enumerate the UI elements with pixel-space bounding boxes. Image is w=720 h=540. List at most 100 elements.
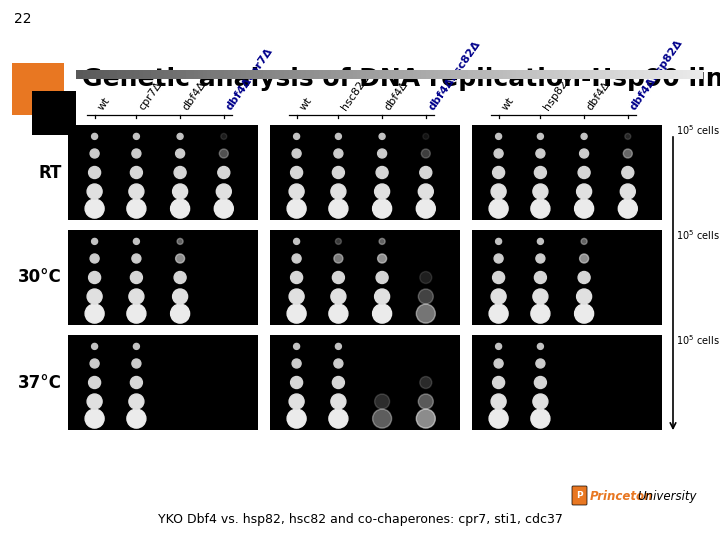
Circle shape bbox=[89, 376, 101, 388]
Circle shape bbox=[333, 376, 344, 388]
Circle shape bbox=[334, 359, 343, 368]
Circle shape bbox=[331, 394, 346, 409]
Circle shape bbox=[87, 289, 102, 304]
Circle shape bbox=[289, 184, 304, 199]
Circle shape bbox=[90, 149, 99, 158]
Text: wt: wt bbox=[297, 95, 313, 112]
Circle shape bbox=[85, 409, 104, 428]
Bar bbox=[270, 230, 460, 325]
Circle shape bbox=[491, 394, 506, 409]
Circle shape bbox=[171, 304, 189, 323]
Circle shape bbox=[176, 149, 184, 158]
Bar bbox=[68, 230, 258, 325]
Circle shape bbox=[287, 304, 306, 323]
Circle shape bbox=[133, 238, 140, 245]
Circle shape bbox=[334, 149, 343, 158]
Circle shape bbox=[133, 343, 140, 349]
Text: dbf4Δhsc82Δ: dbf4Δhsc82Δ bbox=[427, 39, 482, 112]
Circle shape bbox=[577, 184, 592, 199]
Text: 10$^5$ cells: 10$^5$ cells bbox=[676, 228, 720, 242]
Circle shape bbox=[374, 289, 390, 304]
Text: dbf4Δhsp82Δ: dbf4Δhsp82Δ bbox=[629, 38, 685, 112]
Circle shape bbox=[287, 409, 306, 428]
Circle shape bbox=[329, 304, 348, 323]
Circle shape bbox=[89, 272, 101, 284]
Circle shape bbox=[418, 184, 433, 199]
Circle shape bbox=[575, 304, 593, 323]
Text: P: P bbox=[576, 490, 582, 500]
Circle shape bbox=[177, 238, 183, 245]
Circle shape bbox=[129, 394, 144, 409]
Circle shape bbox=[495, 343, 502, 349]
Circle shape bbox=[221, 133, 227, 139]
Circle shape bbox=[289, 289, 304, 304]
Circle shape bbox=[177, 133, 183, 139]
Text: 37°C: 37°C bbox=[18, 374, 62, 391]
Bar bbox=[68, 335, 258, 430]
Circle shape bbox=[91, 238, 98, 245]
Circle shape bbox=[492, 272, 505, 284]
Circle shape bbox=[130, 272, 143, 284]
Circle shape bbox=[379, 133, 385, 139]
Text: cpr7Δ: cpr7Δ bbox=[138, 79, 164, 112]
Circle shape bbox=[171, 199, 189, 218]
Circle shape bbox=[91, 343, 98, 349]
Text: hsc82Δ: hsc82Δ bbox=[339, 73, 371, 112]
Bar bbox=[68, 125, 258, 220]
Circle shape bbox=[578, 272, 590, 284]
Circle shape bbox=[173, 289, 188, 304]
Circle shape bbox=[494, 254, 503, 263]
Circle shape bbox=[89, 166, 101, 179]
Circle shape bbox=[374, 184, 390, 199]
Circle shape bbox=[531, 304, 550, 323]
Circle shape bbox=[294, 238, 300, 245]
Circle shape bbox=[418, 394, 433, 409]
Circle shape bbox=[492, 166, 505, 179]
Circle shape bbox=[215, 199, 233, 218]
Circle shape bbox=[90, 359, 99, 368]
Circle shape bbox=[491, 184, 506, 199]
Circle shape bbox=[87, 184, 102, 199]
Bar bbox=[32, 91, 76, 135]
Circle shape bbox=[492, 376, 505, 388]
Circle shape bbox=[416, 304, 436, 323]
Circle shape bbox=[85, 199, 104, 218]
Circle shape bbox=[420, 272, 432, 284]
Circle shape bbox=[130, 166, 143, 179]
Text: wt: wt bbox=[96, 95, 112, 112]
Circle shape bbox=[577, 289, 592, 304]
Circle shape bbox=[533, 184, 548, 199]
Circle shape bbox=[489, 199, 508, 218]
Circle shape bbox=[373, 409, 392, 428]
Circle shape bbox=[132, 149, 141, 158]
Circle shape bbox=[537, 133, 544, 139]
Text: University: University bbox=[637, 490, 696, 503]
Circle shape bbox=[329, 409, 348, 428]
Circle shape bbox=[173, 184, 188, 199]
Circle shape bbox=[287, 199, 306, 218]
Circle shape bbox=[418, 289, 433, 304]
Circle shape bbox=[292, 359, 301, 368]
Circle shape bbox=[494, 359, 503, 368]
Circle shape bbox=[174, 272, 186, 284]
Circle shape bbox=[625, 133, 631, 139]
Circle shape bbox=[581, 133, 587, 139]
Circle shape bbox=[336, 238, 341, 245]
Circle shape bbox=[174, 166, 186, 179]
Circle shape bbox=[291, 272, 302, 284]
Circle shape bbox=[331, 289, 346, 304]
Text: Genetic analysis of DNA replication-Hsp90 link: Genetic analysis of DNA replication-Hsp9… bbox=[82, 67, 720, 91]
Text: 10$^5$ cells: 10$^5$ cells bbox=[676, 123, 720, 137]
Circle shape bbox=[618, 199, 637, 218]
Circle shape bbox=[289, 394, 304, 409]
Bar bbox=[472, 125, 662, 220]
Circle shape bbox=[489, 409, 508, 428]
Circle shape bbox=[334, 254, 343, 263]
Circle shape bbox=[91, 133, 98, 139]
Circle shape bbox=[132, 359, 141, 368]
Circle shape bbox=[489, 304, 508, 323]
Circle shape bbox=[127, 199, 146, 218]
Circle shape bbox=[331, 184, 346, 199]
Bar bbox=[472, 335, 662, 430]
Circle shape bbox=[220, 149, 228, 158]
